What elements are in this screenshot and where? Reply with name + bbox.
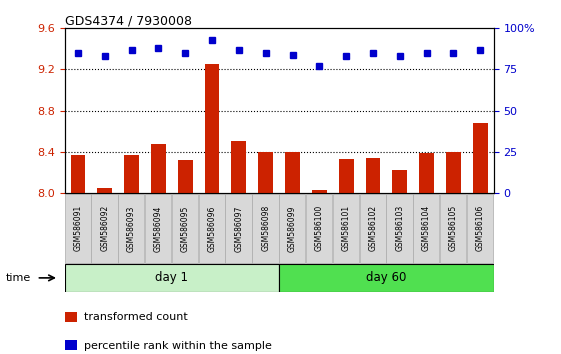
Bar xyxy=(279,264,494,292)
Bar xyxy=(98,188,112,193)
Bar xyxy=(71,155,85,193)
Bar xyxy=(232,142,246,193)
Bar xyxy=(419,153,434,193)
FancyBboxPatch shape xyxy=(333,194,359,263)
FancyBboxPatch shape xyxy=(118,194,144,263)
Bar xyxy=(151,144,165,193)
FancyBboxPatch shape xyxy=(199,194,225,263)
FancyBboxPatch shape xyxy=(387,194,413,263)
Bar xyxy=(339,159,353,193)
Text: GSM586095: GSM586095 xyxy=(181,205,190,252)
Text: GSM586101: GSM586101 xyxy=(342,205,351,251)
FancyBboxPatch shape xyxy=(413,194,439,263)
Bar xyxy=(65,312,77,322)
FancyBboxPatch shape xyxy=(226,194,252,263)
FancyBboxPatch shape xyxy=(65,194,91,263)
Bar xyxy=(446,152,461,193)
Text: GSM586096: GSM586096 xyxy=(208,205,217,252)
Bar xyxy=(312,190,327,193)
FancyBboxPatch shape xyxy=(91,194,118,263)
FancyBboxPatch shape xyxy=(306,194,332,263)
FancyBboxPatch shape xyxy=(279,194,305,263)
Text: GSM586098: GSM586098 xyxy=(261,205,270,251)
Bar xyxy=(473,123,488,193)
Bar xyxy=(65,340,77,350)
Bar xyxy=(366,158,380,193)
Text: GSM586100: GSM586100 xyxy=(315,205,324,251)
Text: GSM586092: GSM586092 xyxy=(100,205,109,251)
FancyBboxPatch shape xyxy=(252,194,279,263)
Text: GSM586106: GSM586106 xyxy=(476,205,485,251)
Text: time: time xyxy=(6,273,31,283)
Text: GSM586105: GSM586105 xyxy=(449,205,458,251)
Text: GSM586104: GSM586104 xyxy=(422,205,431,251)
Text: percentile rank within the sample: percentile rank within the sample xyxy=(84,341,272,350)
Text: GSM586094: GSM586094 xyxy=(154,205,163,252)
Text: GDS4374 / 7930008: GDS4374 / 7930008 xyxy=(65,14,191,27)
Text: GSM586097: GSM586097 xyxy=(234,205,243,252)
Text: transformed count: transformed count xyxy=(84,312,187,322)
FancyBboxPatch shape xyxy=(145,194,171,263)
Bar xyxy=(65,264,279,292)
FancyBboxPatch shape xyxy=(467,194,493,263)
Bar xyxy=(124,155,139,193)
FancyBboxPatch shape xyxy=(440,194,466,263)
Text: GSM586102: GSM586102 xyxy=(369,205,378,251)
Text: GSM586091: GSM586091 xyxy=(73,205,82,251)
Bar xyxy=(205,64,219,193)
Bar xyxy=(178,160,192,193)
Text: GSM586093: GSM586093 xyxy=(127,205,136,252)
FancyBboxPatch shape xyxy=(172,194,198,263)
Text: day 60: day 60 xyxy=(366,272,407,284)
Bar xyxy=(258,152,273,193)
Text: day 1: day 1 xyxy=(155,272,188,284)
Bar xyxy=(393,170,407,193)
Text: GSM586099: GSM586099 xyxy=(288,205,297,252)
Bar xyxy=(285,152,300,193)
Text: GSM586103: GSM586103 xyxy=(396,205,404,251)
FancyBboxPatch shape xyxy=(360,194,386,263)
